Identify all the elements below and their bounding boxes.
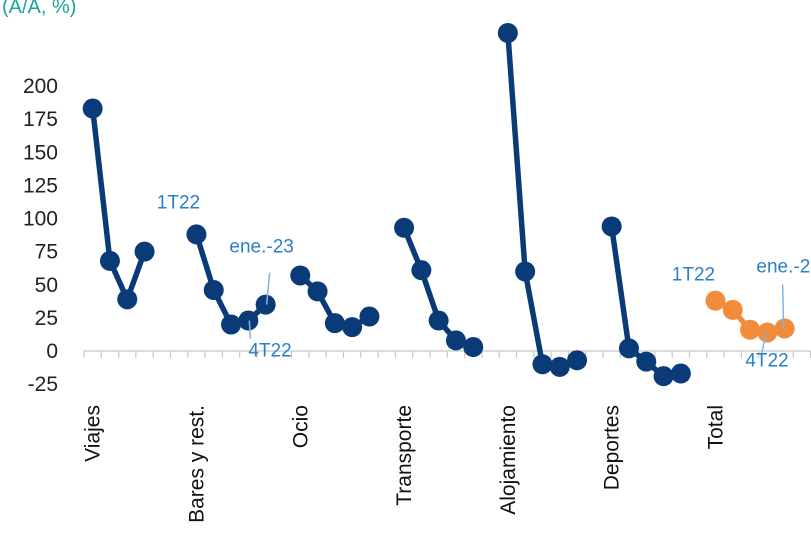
data-point bbox=[549, 356, 570, 377]
data-point bbox=[618, 338, 639, 359]
y-tick-label: 75 bbox=[35, 241, 58, 264]
data-point bbox=[117, 289, 138, 310]
data-point bbox=[740, 319, 761, 340]
category-label: Ocio bbox=[289, 405, 312, 448]
annotations: 1T22 ene.-23 4T22 1T22 ene.-23 4T22 bbox=[157, 192, 811, 371]
data-point bbox=[186, 224, 207, 245]
category-label: Deportes bbox=[601, 405, 624, 490]
data-point bbox=[342, 317, 363, 338]
series-line-viajes bbox=[89, 105, 148, 303]
data-point bbox=[134, 241, 155, 262]
series-group bbox=[82, 23, 795, 387]
data-point bbox=[670, 363, 691, 384]
data-point bbox=[394, 217, 415, 238]
category-label: Alojamiento bbox=[497, 405, 520, 515]
y-tick-label: 100 bbox=[23, 208, 58, 231]
annotation-label: ene.-23 bbox=[229, 237, 293, 258]
data-point bbox=[515, 261, 536, 282]
data-point bbox=[532, 354, 553, 375]
y-tick-label: 0 bbox=[46, 340, 58, 363]
category-label: Bares y rest. bbox=[185, 405, 208, 523]
y-unit-label: (A/A, %) bbox=[2, 0, 76, 18]
data-point bbox=[636, 351, 657, 372]
y-tick-label: 175 bbox=[23, 108, 58, 131]
annotation-leader bbox=[781, 284, 785, 329]
annotation-leader bbox=[248, 320, 252, 339]
x-axis-categories: Viajes Bares y rest. Ocio Transporte Alojami… bbox=[82, 405, 728, 523]
data-point bbox=[428, 310, 449, 331]
data-point bbox=[722, 299, 743, 320]
data-point bbox=[567, 350, 588, 371]
data-point bbox=[307, 281, 328, 302]
y-tick-label: 150 bbox=[23, 141, 58, 164]
data-point bbox=[705, 290, 726, 311]
y-tick-label: 200 bbox=[23, 75, 58, 98]
data-point bbox=[99, 250, 120, 271]
y-axis: -25 0 25 50 75 100 125 150 175 200 bbox=[23, 75, 58, 396]
annotation-label: 1T22 bbox=[672, 265, 715, 286]
data-point bbox=[653, 366, 674, 387]
data-point bbox=[203, 280, 224, 301]
data-point bbox=[757, 322, 778, 343]
data-point bbox=[290, 265, 311, 286]
y-tick-label: 25 bbox=[35, 307, 58, 330]
category-label: Viajes bbox=[82, 405, 105, 462]
data-point bbox=[238, 310, 259, 331]
data-point bbox=[221, 314, 242, 335]
data-point bbox=[359, 306, 380, 327]
y-tick-label: -25 bbox=[28, 373, 58, 396]
y-tick-label: 50 bbox=[35, 274, 58, 297]
series-line-alojamiento bbox=[505, 30, 580, 370]
data-point bbox=[774, 318, 795, 339]
annotation-label: ene.-23 bbox=[756, 256, 811, 277]
data-point bbox=[411, 260, 432, 281]
category-label: Transporte bbox=[393, 405, 416, 506]
data-point bbox=[255, 294, 276, 315]
x-axis bbox=[83, 350, 811, 358]
annotation-label: 4T22 bbox=[248, 341, 291, 362]
annotation-leader bbox=[265, 272, 271, 305]
data-point bbox=[82, 98, 103, 119]
annotation-label: 1T22 bbox=[157, 192, 200, 213]
data-point bbox=[445, 330, 466, 351]
category-label: Total bbox=[704, 405, 727, 449]
data-point bbox=[497, 23, 518, 43]
annotation-leader bbox=[760, 332, 768, 355]
annotation-label: 4T22 bbox=[745, 350, 788, 371]
data-point bbox=[324, 313, 345, 334]
data-point bbox=[601, 216, 622, 237]
data-point bbox=[463, 337, 484, 358]
y-tick-label: 125 bbox=[23, 174, 58, 197]
